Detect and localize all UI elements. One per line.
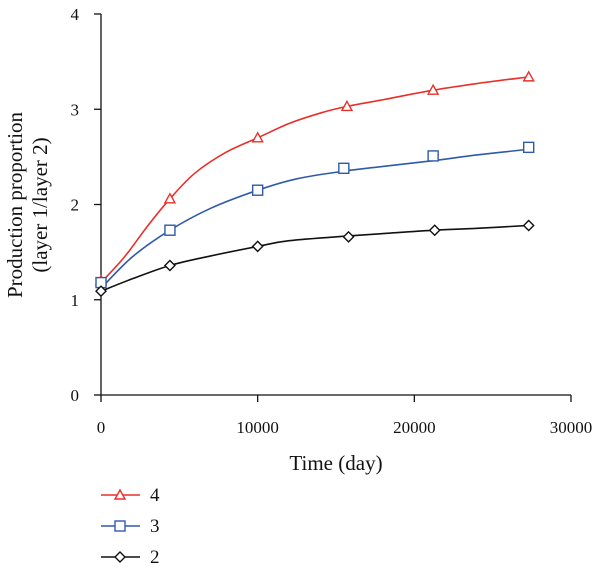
data-point — [428, 224, 441, 237]
y-ticks: 0 1 2 3 4 — [71, 5, 101, 405]
y-tick-label: 4 — [71, 5, 80, 24]
data-point — [251, 184, 264, 196]
data-point — [342, 230, 355, 243]
plot-area — [100, 14, 571, 396]
data-point — [95, 285, 107, 298]
legend-item-2: 2 — [101, 547, 160, 568]
legend-label: 2 — [150, 547, 160, 568]
legend-label: 3 — [150, 516, 160, 537]
y-tick-label: 3 — [71, 100, 80, 119]
x-tick-label: 20000 — [393, 418, 436, 437]
data-point — [427, 150, 439, 162]
series-2 — [95, 219, 535, 298]
series-4 — [94, 70, 535, 286]
y-axis-label-line-2: (layer 1/layer 2) — [28, 137, 52, 272]
y-axis-label-line-1: Production proportion — [3, 111, 27, 298]
data-point — [163, 192, 177, 204]
data-point — [164, 224, 176, 236]
series-3 — [95, 141, 535, 289]
data-point — [522, 219, 535, 232]
x-tick-label: 30000 — [550, 418, 593, 437]
y-axis-label: Production proportion (layer 1/layer 2) — [3, 111, 52, 298]
legend-marker — [113, 488, 127, 500]
series-layer — [94, 70, 535, 298]
x-tick-label: 10000 — [236, 418, 279, 437]
series-line — [100, 148, 529, 289]
data-point — [338, 162, 350, 175]
legend-item-3: 3 — [101, 516, 160, 537]
data-point — [523, 141, 535, 154]
data-point — [163, 259, 176, 272]
data-point — [251, 240, 264, 253]
legend-marker — [114, 551, 126, 563]
x-axis-label: Time (day) — [289, 451, 382, 475]
legend-label: 4 — [150, 485, 160, 506]
series-line — [100, 76, 529, 284]
data-point — [426, 83, 440, 95]
y-tick-label: 2 — [71, 196, 80, 215]
data-point — [340, 99, 354, 112]
x-tick-label: 0 — [97, 418, 106, 437]
legend-item-4: 4 — [101, 485, 160, 506]
legend: 4 3 2 — [101, 485, 160, 568]
data-point — [251, 131, 264, 143]
series-line — [100, 224, 529, 292]
y-tick-label: 0 — [71, 386, 80, 405]
legend-marker — [114, 520, 126, 532]
x-ticks: 0 10000 20000 30000 — [97, 395, 593, 437]
y-tick-label: 1 — [71, 291, 80, 310]
data-point — [522, 70, 535, 82]
